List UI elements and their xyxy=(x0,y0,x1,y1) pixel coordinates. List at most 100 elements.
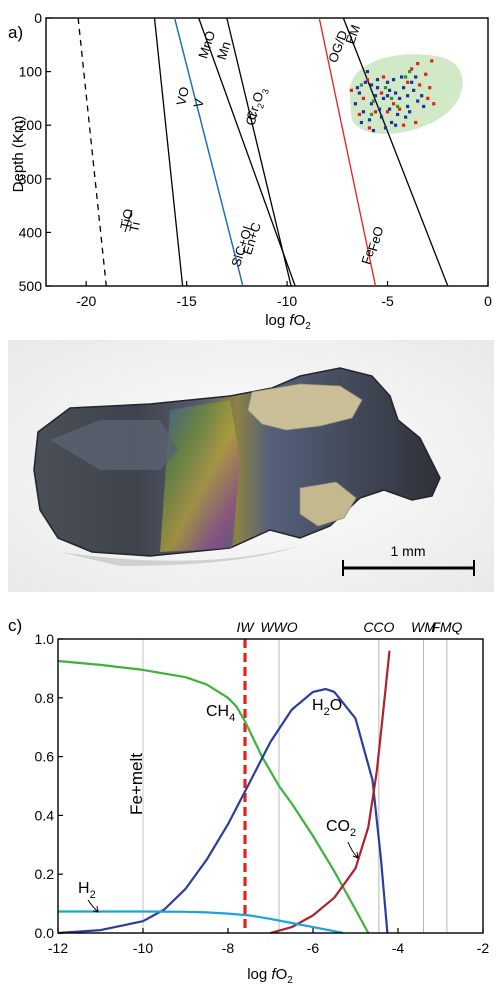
inclusion-point-green-0 xyxy=(359,83,364,87)
panel-c-ytick-label-2: 0.4 xyxy=(35,807,55,823)
inclusion-point-blue-29 xyxy=(420,94,424,98)
label-fe: Fe xyxy=(358,247,377,266)
inclusion-point-red-20 xyxy=(416,61,420,66)
inclusion-point-blue-16 xyxy=(385,80,390,84)
inclusion-point-red-1 xyxy=(361,96,366,100)
inclusion-point-blue-4 xyxy=(381,96,386,100)
series-line-h2o xyxy=(57,687,389,935)
scale-bar-label: 1 mm xyxy=(391,543,426,559)
panel-a-ytick-label-5: 500 xyxy=(19,278,43,294)
panel-a-label: a) xyxy=(8,23,23,42)
specimen-facet xyxy=(50,420,178,470)
inclusion-point-red-11 xyxy=(398,107,402,111)
specimen-shadow xyxy=(60,546,300,566)
specimen-photo xyxy=(8,340,494,592)
panel-c-xtick-label-4: -4 xyxy=(392,940,405,956)
inclusion-point-red-19 xyxy=(385,110,390,114)
inclusion-point-red-17 xyxy=(428,86,432,90)
panel-c-ytick-label-0: 0.0 xyxy=(35,925,55,941)
inclusion-point-blue-9 xyxy=(412,88,416,92)
panel-a-line-4 xyxy=(198,17,296,287)
panel-a-xtick-label-4: 0 xyxy=(484,293,492,309)
specimen-matrix-2 xyxy=(299,481,357,527)
series-line-h2 xyxy=(58,910,344,935)
scale-bar: 1 mm xyxy=(342,543,475,576)
inclusion-point-red-4 xyxy=(391,102,396,106)
inclusion-point-red-5 xyxy=(402,123,406,127)
inclusion-point-blue-35 xyxy=(410,80,414,84)
panel-c-ytick-label-5: 1.0 xyxy=(35,631,55,647)
specimen-iridescent-face xyxy=(160,400,240,552)
panel-a-ytick-label-4: 400 xyxy=(19,224,43,240)
inclusion-point-blue-20 xyxy=(361,110,366,114)
panel-a-line-5 xyxy=(226,17,292,287)
label-ogd: OG/D xyxy=(325,28,350,64)
inclusion-point-blue-15 xyxy=(373,94,378,98)
inclusion-point-blue-34 xyxy=(387,88,392,92)
label-mn: Mn xyxy=(214,40,234,62)
inclusion-point-red-15 xyxy=(379,91,384,95)
inclusion-point-red-7 xyxy=(418,83,422,87)
panel-c-xtick-label-5: -2 xyxy=(477,940,490,956)
inclusion-point-blue-32 xyxy=(406,94,410,98)
inclusion-point-blue-24 xyxy=(402,86,406,90)
panel-a-plot: -20 -15 -10 -5 0 0 100 200 300 400 500 xyxy=(19,10,492,309)
inclusion-point-blue-5 xyxy=(387,107,392,111)
inclusion-point-blue-28 xyxy=(395,112,400,117)
buffer-label-iw: IW xyxy=(236,619,255,635)
inclusion-point-red-2 xyxy=(373,110,378,114)
label-h2o: H2O xyxy=(312,697,342,718)
label-co2: CO2 xyxy=(326,818,356,839)
panel-c-xtick-label-0: -12 xyxy=(48,940,68,956)
inclusion-point-blue-18 xyxy=(408,110,412,114)
panel-a-ytick-label-2: 200 xyxy=(19,117,43,133)
panel-a-line-3 xyxy=(173,17,244,287)
label-cr: Cr xyxy=(242,109,261,127)
inclusion-point-blue-11 xyxy=(379,115,384,119)
inclusion-point-blue-0 xyxy=(357,91,362,95)
inclusion-point-green-4 xyxy=(408,70,412,74)
inclusion-point-blue-39 xyxy=(422,104,426,109)
panel-c-xtick-label-2: -8 xyxy=(222,940,235,956)
panel-c-ytick-label-3: 0.6 xyxy=(35,749,55,765)
inclusion-point-blue-1 xyxy=(363,80,368,84)
label-cr2o3: Cr2O3 xyxy=(243,85,271,123)
inclusion-point-green-3 xyxy=(395,104,400,109)
panel-a-line-1 xyxy=(153,17,184,287)
label-ch4: CH4 xyxy=(206,703,235,724)
inclusion-point-red-0 xyxy=(349,88,353,92)
inclusion-point-blue-37 xyxy=(375,78,380,82)
inclusion-point-blue-38 xyxy=(393,123,398,127)
inclusion-point-green-6 xyxy=(389,96,394,100)
series-line-co2 xyxy=(270,650,391,935)
panel-a-frame xyxy=(45,17,489,287)
inclusion-point-blue-12 xyxy=(389,120,394,125)
inclusion-point-blue-22 xyxy=(383,126,388,130)
inclusion-point-blue-8 xyxy=(406,104,410,109)
buffer-label-wwo: WWO xyxy=(260,619,297,635)
label-tio-rule xyxy=(124,209,133,233)
inclusion-point-green-2 xyxy=(383,86,388,90)
inclusion-point-blue-30 xyxy=(355,86,360,90)
inclusion-point-red-3 xyxy=(381,75,386,79)
inclusion-point-blue-31 xyxy=(385,94,390,98)
panel-c-label: c) xyxy=(8,616,22,635)
inclusion-point-blue-6 xyxy=(393,91,398,95)
panel-a-xtick-label-0: -20 xyxy=(76,293,96,309)
inclusion-point-blue-17 xyxy=(398,96,402,100)
panel-c-xtick-label-1: -10 xyxy=(133,940,153,956)
inclusion-point-red-9 xyxy=(430,59,434,63)
inclusion-point-red-21 xyxy=(432,102,436,106)
panel-a-line-0 xyxy=(77,17,107,287)
inclusion-point-red-8 xyxy=(426,96,430,100)
inclusion-point-red-13 xyxy=(424,72,428,76)
inclusion-point-blue-14 xyxy=(353,102,357,106)
buffer-label-fmq: FMQ xyxy=(431,619,462,635)
inclusion-point-blue-3 xyxy=(375,86,380,90)
label-em: EM xyxy=(342,23,363,46)
label-feo: FeO xyxy=(365,225,386,253)
buffer-label-wm: WM xyxy=(411,619,436,635)
buffer-label-cco: CCO xyxy=(363,619,394,635)
label-vo: VO xyxy=(173,85,192,107)
